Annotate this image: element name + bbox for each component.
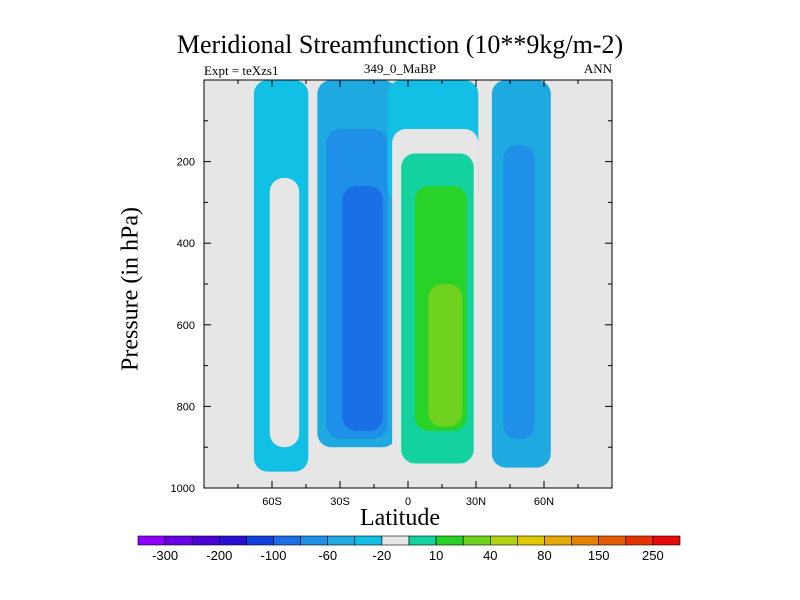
colorbar-swatch (571, 535, 599, 546)
colorbar-swatch (598, 535, 627, 546)
colorbar: -300 -200 -100 -60 -20 10 40 80 150 250 (137, 535, 681, 563)
chart-title: Meridional Streamfunction (10**9kg/m-2) (176, 30, 624, 59)
contour-region-5 (342, 186, 384, 431)
colorbar-swatch (219, 535, 247, 546)
contour-region-12 (503, 145, 535, 440)
x-axis-label: Latitude (360, 505, 440, 531)
colorbar-label: 250 (642, 548, 664, 563)
colorbar-swatch (652, 535, 681, 546)
x-axis: 60S 30S 0 30N 60N (203, 80, 613, 508)
colorbar-swatch (462, 535, 491, 546)
x-tick-label: 30N (466, 496, 486, 508)
colorbar-swatch (625, 535, 654, 546)
y-tick-label: 400 (177, 238, 195, 250)
colorbar-swatch (246, 535, 274, 546)
x-tick-label: 0 (405, 496, 411, 508)
colorbar-swatch (300, 535, 329, 546)
colorbar-label: -20 (373, 548, 392, 563)
colorbar-swatch (137, 535, 166, 546)
y-axis-label: Pressure (in hPa) (117, 207, 144, 371)
colorbar-label: 80 (537, 548, 551, 563)
colorbar-label: -60 (318, 548, 337, 563)
colorbar-label: 10 (429, 548, 443, 563)
colorbar-swatch (273, 535, 301, 546)
y-tick-label: 1000 (171, 483, 195, 495)
colorbar-swatch (544, 535, 572, 546)
y-tick-label: 800 (177, 401, 195, 413)
colorbar-swatch (381, 535, 410, 546)
colorbar-label: -300 (152, 548, 178, 563)
colorbar-swatch (489, 535, 518, 546)
experiment-label: Expt = teXzs1 (204, 63, 279, 78)
y-axis: 200 400 600 800 1000 (171, 120, 612, 495)
colorbar-label: -100 (260, 548, 286, 563)
y-tick-label: 200 (177, 157, 195, 169)
contour-region-10 (428, 284, 463, 427)
x-tick-label: 60S (262, 496, 282, 508)
colorbar-swatch (164, 535, 193, 546)
colorbar-label: 40 (483, 548, 497, 563)
colorbar-swatch (435, 535, 464, 546)
x-tick-label: 30S (330, 496, 350, 508)
colorbar-swatch (517, 535, 545, 546)
colorbar-swatch (354, 535, 383, 546)
season-label: ANN (583, 61, 612, 76)
colorbar-label: 150 (588, 548, 610, 563)
contour-region-2 (269, 177, 300, 448)
period-label: 349_0_MaBP (363, 61, 437, 76)
colorbar-swatch (408, 535, 437, 546)
x-tick-label: 60N (534, 496, 554, 508)
contour-fills (253, 80, 551, 472)
y-tick-label: 600 (177, 320, 195, 332)
colorbar-swatch (191, 535, 220, 546)
colorbar-label: -200 (206, 548, 232, 563)
colorbar-swatch (327, 535, 356, 546)
